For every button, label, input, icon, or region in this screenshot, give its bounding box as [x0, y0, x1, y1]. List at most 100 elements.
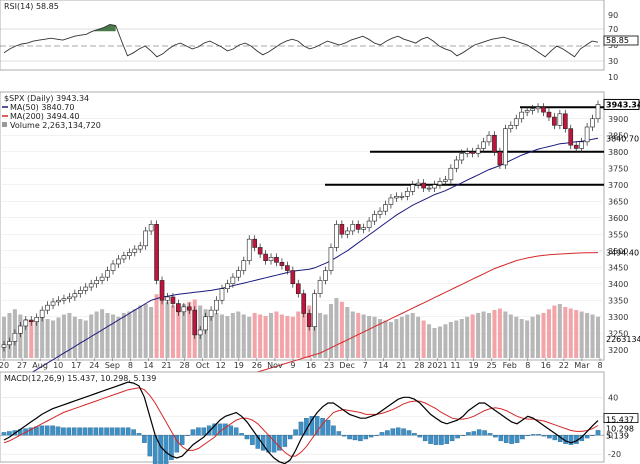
histogram-bar	[55, 426, 61, 436]
rsi-tick-label: 50	[608, 41, 618, 50]
x-tick-label: Sep	[105, 361, 120, 370]
volume-bar	[536, 314, 541, 358]
price-tick-label: 3250	[608, 329, 628, 338]
x-axis: 20 27 Aug 10 17 24 Sep 8 14 21 28 Oct 12 19 26 Nov 9 16 23…	[0, 358, 603, 370]
x-tick-label: 7	[363, 361, 368, 370]
candle-body	[192, 309, 198, 336]
volume-bar	[361, 314, 366, 358]
histogram-bar	[552, 435, 558, 441]
volume-bar	[585, 313, 590, 358]
histogram-bar	[385, 430, 390, 436]
candle-body	[137, 245, 143, 250]
volume-bar	[345, 307, 350, 358]
candle-body	[176, 303, 181, 313]
volume-bar	[94, 311, 99, 358]
histogram-bar	[201, 427, 207, 436]
x-tick-label: 17	[71, 361, 81, 370]
histogram-bar	[493, 435, 498, 438]
histogram-bar	[352, 435, 358, 441]
candle-body	[39, 309, 45, 318]
x-tick-label: 28	[414, 361, 424, 370]
candle-body	[154, 224, 159, 281]
histogram-bar	[455, 435, 460, 439]
histogram-bar	[98, 427, 104, 436]
volume-bar	[394, 319, 399, 358]
candle-body	[541, 106, 546, 113]
candle-body	[394, 196, 399, 199]
candle-body	[105, 270, 110, 278]
candle-body	[492, 134, 497, 153]
volume-bar	[258, 314, 263, 358]
histogram-bar	[368, 435, 374, 438]
histogram-bar	[7, 431, 12, 436]
candle-body	[7, 341, 12, 346]
histogram-bar	[406, 430, 412, 436]
volume-bar	[83, 320, 88, 358]
candle-body	[410, 184, 416, 192]
volume-bar	[176, 307, 181, 358]
histogram-bar	[287, 435, 293, 440]
histogram-bar	[417, 435, 423, 438]
volume-bar	[165, 301, 170, 358]
legend-ma50: MA(50) 3840.70	[10, 103, 74, 112]
x-tick-label: 24	[89, 361, 99, 370]
volume-bar	[350, 311, 355, 358]
price-tick-label: 3550	[608, 230, 628, 239]
price-tick-label: 3800	[608, 148, 628, 157]
histogram-bar	[71, 427, 77, 436]
histogram-bar	[39, 425, 45, 436]
histogram-bar	[439, 435, 444, 445]
candle-body	[448, 167, 454, 181]
volume-bar	[574, 310, 579, 358]
volume-bar	[149, 307, 154, 358]
candle-body	[334, 224, 339, 248]
horizontal-levels	[325, 106, 604, 186]
candle-body	[486, 134, 492, 143]
price-tick-label: 3200	[608, 346, 628, 355]
volume-bar	[579, 311, 584, 358]
candle-body	[236, 270, 241, 278]
legend-volume: Volume 2,263,134,720	[10, 121, 101, 130]
ma50-line	[3, 137, 599, 390]
price-title: $SPX (Daily) 3943.34	[4, 94, 89, 103]
volume-bar	[519, 319, 524, 358]
x-tick-label: 19	[468, 361, 478, 370]
candle-body	[56, 299, 61, 303]
volume-bar	[154, 294, 159, 358]
volume-bar	[78, 319, 83, 358]
candle-body	[590, 118, 595, 128]
volume-bar	[514, 316, 519, 358]
histogram-bar	[374, 435, 379, 436]
volume-bar	[541, 313, 546, 358]
histogram-bar	[503, 435, 509, 443]
volume-bar	[454, 320, 459, 358]
candle-body	[165, 296, 170, 301]
volume-bar	[285, 316, 290, 358]
candle-body	[344, 230, 350, 235]
volume-bar	[476, 313, 481, 358]
histogram-bar	[530, 434, 536, 436]
rsi-title: RSI(14) 58.85	[4, 2, 59, 11]
histogram-bar	[412, 433, 417, 436]
x-tick-label: 28	[180, 361, 190, 370]
candle-body	[116, 258, 121, 265]
candle-body	[181, 306, 187, 313]
price-tick-label: 3900	[608, 115, 628, 124]
histogram-bar	[282, 435, 288, 447]
histogram-bar	[212, 423, 217, 436]
volume-bar	[557, 304, 562, 358]
candle-body	[263, 253, 268, 261]
candle-body	[524, 110, 530, 113]
candle-body	[28, 319, 34, 322]
candle-body	[399, 196, 405, 198]
rsi-last-value-box	[603, 35, 639, 46]
histogram-bar	[271, 435, 277, 453]
x-tick-label: 2021	[427, 361, 447, 370]
histogram-bar	[422, 435, 428, 442]
candle-body	[557, 113, 563, 126]
volume-bar	[481, 311, 486, 358]
x-tick-label: 21	[396, 361, 406, 370]
rsi-tick-label: 30	[608, 57, 618, 66]
x-tick-label: Dec	[339, 361, 354, 370]
candle-body	[437, 181, 443, 186]
